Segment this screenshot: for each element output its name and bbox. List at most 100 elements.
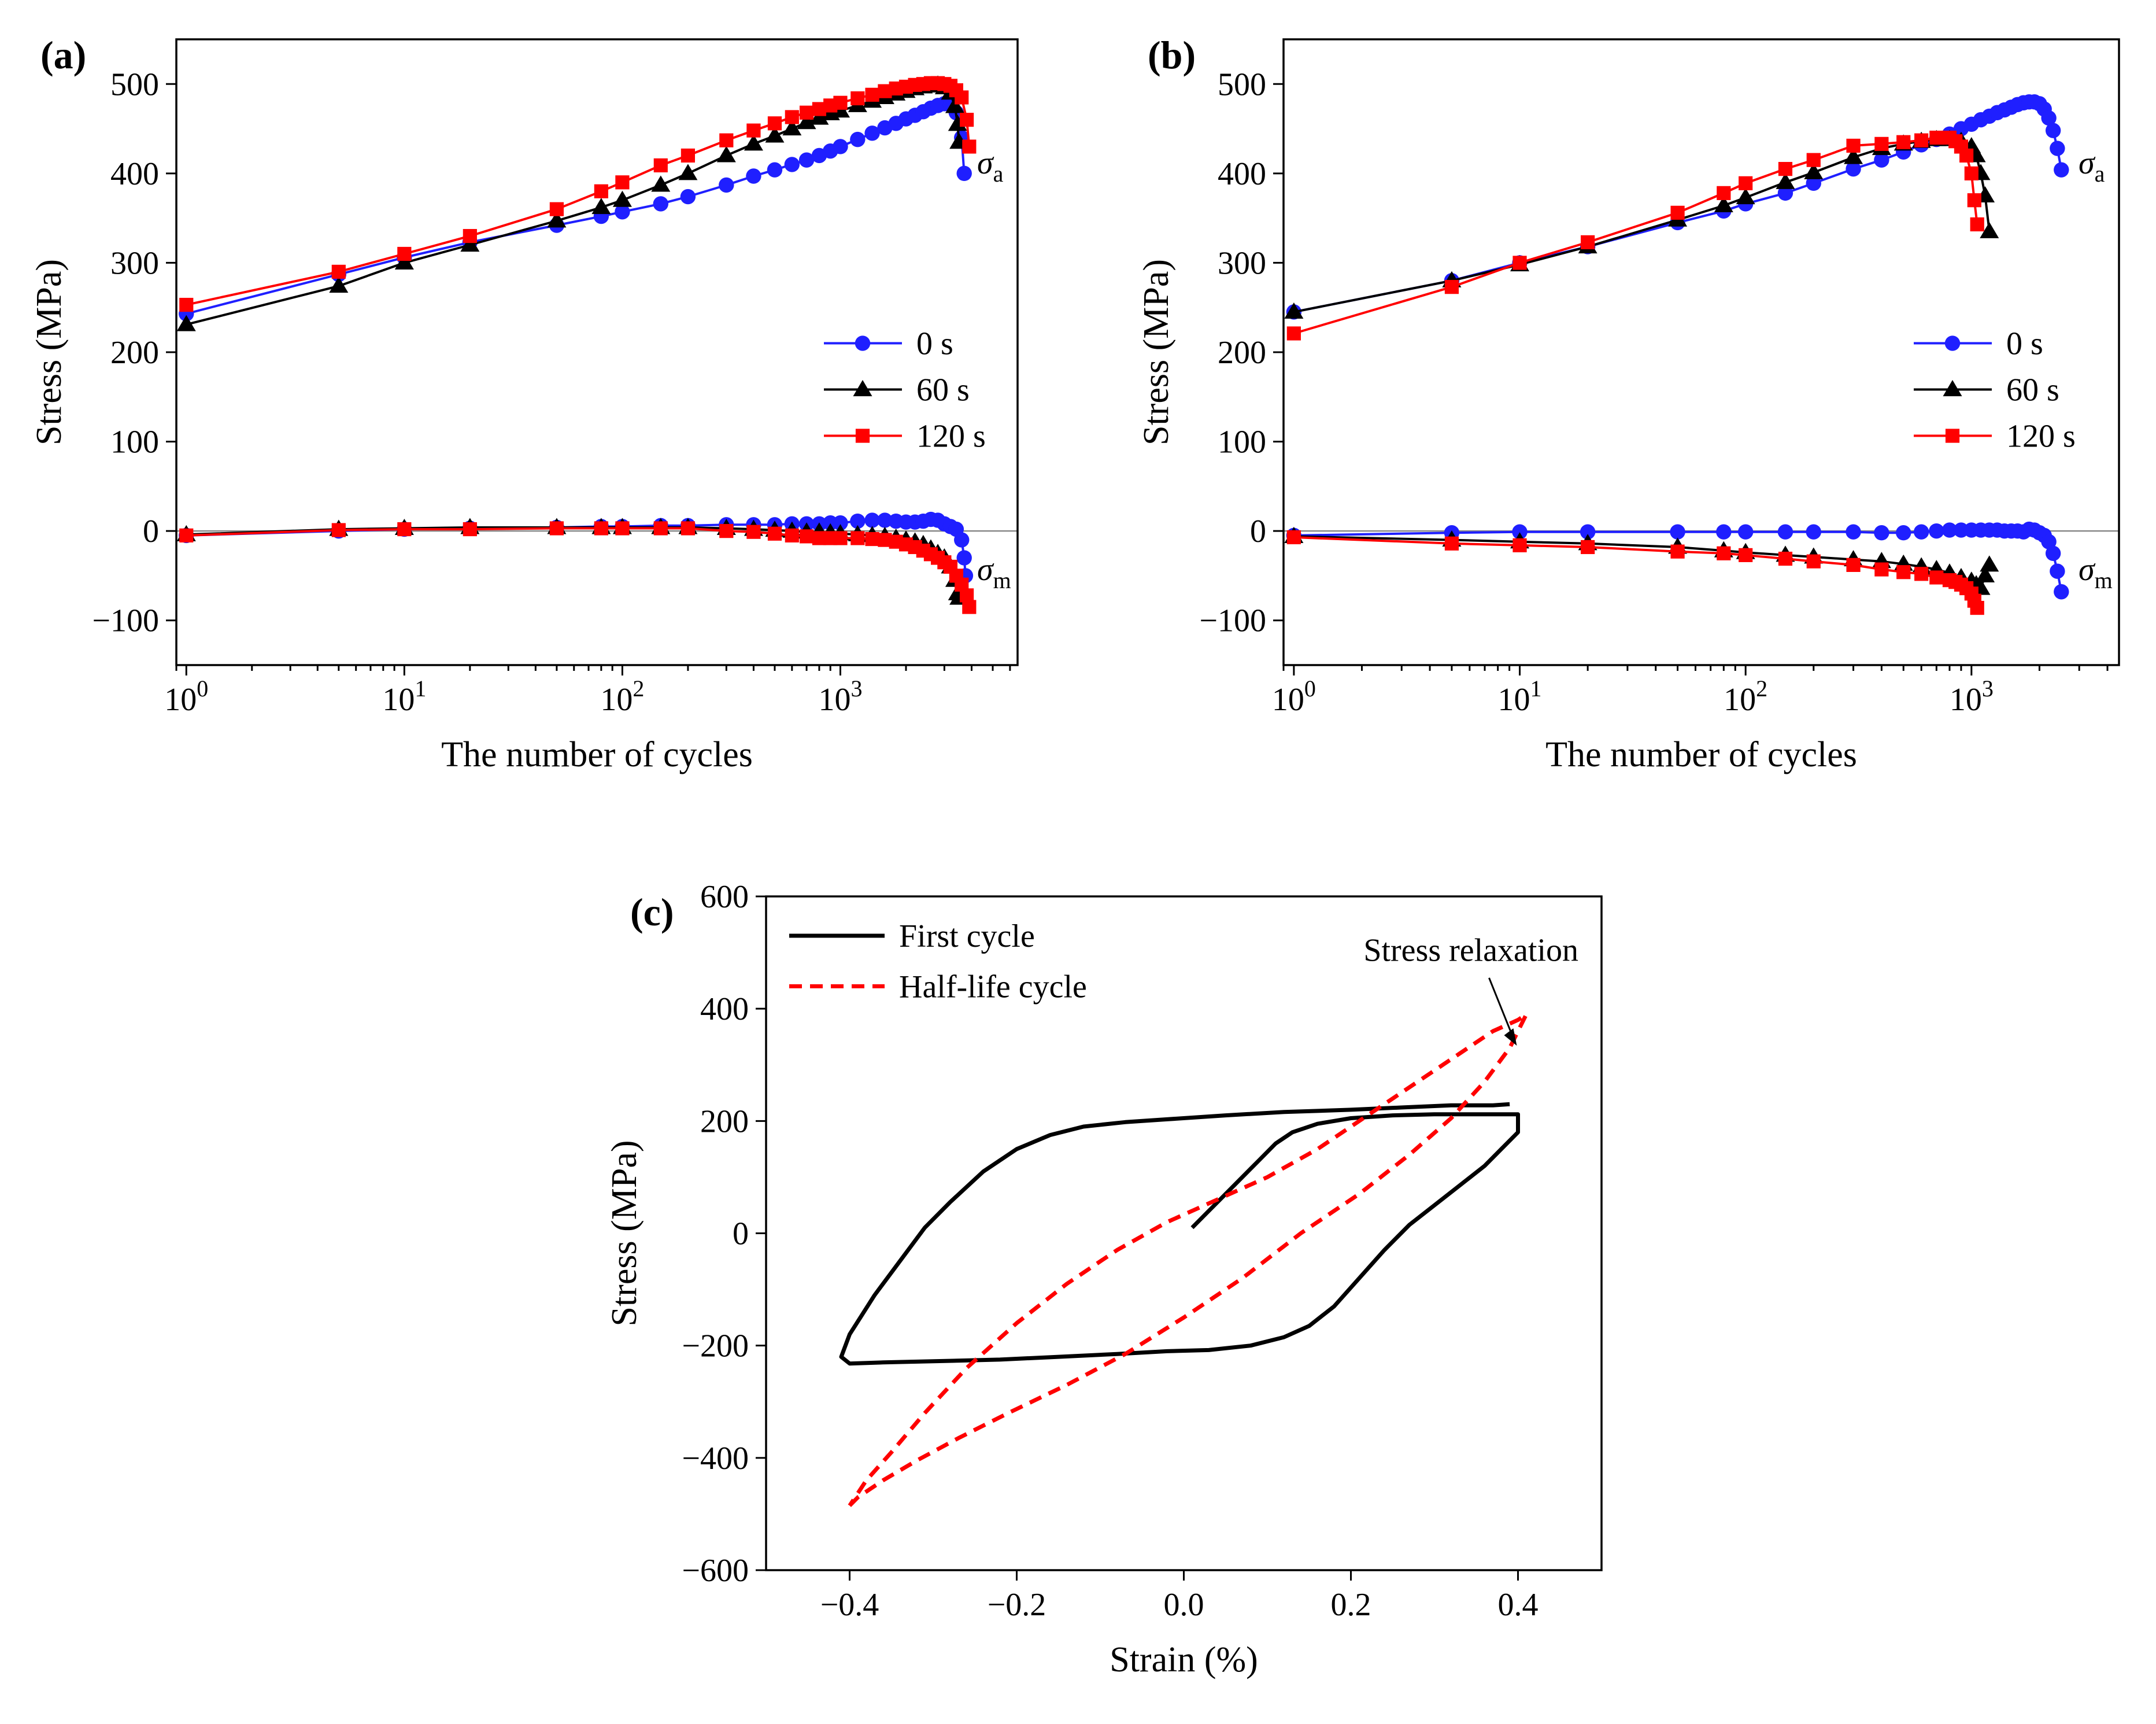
data-point-0-s — [1716, 524, 1732, 540]
data-point-120-s — [1896, 565, 1911, 579]
plot-frame — [175, 38, 1019, 666]
data-point-0-s — [1670, 524, 1685, 540]
x-tick-exp: 0 — [197, 675, 208, 702]
data-layer — [176, 75, 977, 614]
data-point-0-s — [1777, 524, 1793, 540]
x-tick-label: 0.2 — [1331, 1587, 1371, 1623]
data-point-120-s — [1670, 544, 1685, 559]
data-point-120-s — [1929, 570, 1944, 585]
y-tick-label: 200 — [110, 335, 159, 371]
data-point-120-s — [1512, 256, 1527, 270]
data-point-0-s — [2045, 545, 2061, 561]
data-point-60-s — [782, 119, 802, 136]
y-tick-label: −600 — [682, 1553, 749, 1589]
data-point-120-s — [719, 524, 734, 538]
data-point-120-s — [850, 531, 865, 545]
data-point-120-s — [865, 531, 879, 547]
data-point-60-s — [1980, 555, 1999, 572]
data-point-60-s — [945, 97, 964, 113]
x-tick-exp: 3 — [1982, 675, 1994, 702]
x-tick-base: 10 — [1498, 682, 1530, 718]
x-tick-label: 0.4 — [1498, 1587, 1539, 1623]
y-tick-label: 100 — [110, 424, 159, 460]
data-point-0-s — [798, 152, 815, 168]
x-tick-label: 102 — [1724, 675, 1767, 718]
series-line-120-s — [1293, 136, 1979, 335]
data-point-120-s — [1512, 538, 1527, 552]
legend-label: 60 s — [916, 372, 970, 408]
x-tick-label: 0.0 — [1164, 1587, 1204, 1623]
data-point-0-s — [833, 139, 848, 154]
stress-relaxation-label: Stress relaxation — [1363, 933, 1578, 969]
data-point-0-s — [1896, 525, 1911, 541]
x-axis-title: Strain (%) — [1110, 1640, 1258, 1679]
data-point-0-s — [1806, 175, 1821, 191]
x-tick-exp: 3 — [850, 675, 862, 702]
x-tick-base: 10 — [1724, 682, 1756, 718]
data-point-120-s — [962, 139, 977, 154]
data-point-120-s — [463, 522, 477, 537]
annotation-arrowhead — [1504, 1028, 1517, 1046]
sigma-a-symbol: σ — [2079, 145, 2096, 181]
data-point-0-s — [1806, 524, 1821, 540]
data-point-60-s — [678, 164, 698, 180]
x-tick-base: 10 — [818, 682, 850, 718]
sigma-a-symbol: σ — [977, 145, 994, 181]
data-point-0-s — [1941, 522, 1958, 538]
data-point-0-s — [2041, 534, 2057, 549]
y-tick-label: 200 — [700, 1103, 749, 1139]
y-tick-label: −100 — [92, 603, 159, 639]
data-point-120-s — [179, 297, 194, 312]
data-point-120-s — [331, 523, 346, 537]
data-point-60-s — [612, 190, 632, 207]
data-point-60-s — [744, 134, 763, 151]
data-point-0-s — [1512, 524, 1528, 540]
x-tick-label: 103 — [818, 675, 862, 718]
data-point-0-s — [864, 125, 880, 141]
data-point-0-s — [1846, 524, 1861, 540]
data-point-120-s — [331, 264, 346, 279]
legend-label: 0 s — [916, 326, 953, 362]
data-point-120-s — [681, 521, 696, 536]
data-point-60-s — [1776, 172, 1795, 189]
y-tick-label: 400 — [110, 156, 159, 192]
data-point-0-s — [850, 131, 866, 147]
data-point-120-s — [850, 91, 865, 106]
data-point-0-s — [680, 189, 696, 205]
data-point-0-s — [2054, 584, 2069, 600]
x-tick-exp: 2 — [1756, 675, 1767, 702]
data-point-120-s — [1929, 130, 1944, 145]
data-point-120-s — [1874, 136, 1889, 151]
data-point-0-s — [1874, 152, 1889, 168]
data-point-120-s — [746, 525, 761, 539]
data-point-0-s — [864, 512, 880, 528]
x-tick-base: 10 — [600, 682, 633, 718]
y-tick-label: −400 — [682, 1441, 749, 1476]
sigma-m-annotation: σm — [977, 552, 1011, 593]
data-point-120-s — [1846, 558, 1861, 572]
data-point-0-s — [1580, 524, 1596, 540]
data-point-120-s — [1806, 153, 1821, 167]
x-tick-base: 10 — [382, 682, 415, 718]
x-tick-base: 10 — [1950, 682, 1982, 718]
data-point-60-s — [1736, 188, 1755, 205]
data-point-0-s — [877, 512, 893, 528]
data-point-120-s — [594, 521, 608, 536]
data-point-60-s — [460, 235, 480, 252]
data-point-0-s — [833, 515, 848, 531]
x-tick-label: 100 — [164, 675, 208, 718]
data-point-0-s — [2054, 162, 2069, 178]
panel-label: (a) — [40, 33, 86, 77]
data-point-120-s — [799, 529, 814, 544]
data-point-120-s — [397, 246, 412, 261]
data-point-120-s — [955, 90, 969, 105]
data-point-120-s — [1846, 138, 1861, 153]
data-layer — [839, 1012, 1529, 1507]
x-tick-exp: 2 — [633, 675, 644, 702]
legend-label: First cycle — [899, 918, 1035, 954]
data-point-120-s — [1286, 530, 1301, 545]
data-point-0-s — [1777, 185, 1793, 201]
data-point-120-s — [1778, 551, 1793, 566]
y-tick-label: 300 — [110, 245, 159, 281]
